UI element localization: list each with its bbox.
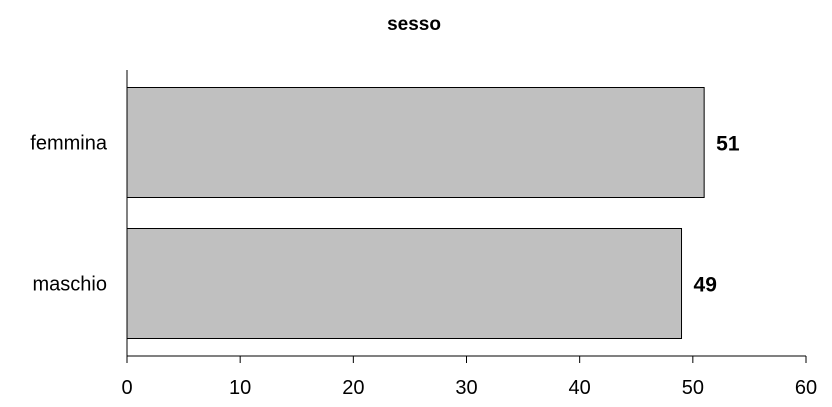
x-tick-label-10: 10 <box>229 377 251 399</box>
data-label-femmina: 51 <box>716 133 740 156</box>
category-label-femmina: femmina <box>30 133 108 155</box>
x-tick-label-20: 20 <box>342 377 364 399</box>
plot-area: 0 10 20 30 40 50 60 femmina 51 maschio 49 <box>30 70 817 399</box>
bar-maschio <box>126 228 683 339</box>
category-label-maschio: maschio <box>33 274 107 296</box>
x-tick-label-50: 50 <box>682 377 704 399</box>
x-tick-label-30: 30 <box>455 377 477 399</box>
x-tick-label-0: 0 <box>121 377 132 399</box>
bar-femmina <box>126 87 705 198</box>
x-tick-label-40: 40 <box>569 377 591 399</box>
x-tick-label-60: 60 <box>795 377 817 399</box>
data-label-maschio: 49 <box>694 274 717 297</box>
chart-title: sesso <box>387 14 441 35</box>
